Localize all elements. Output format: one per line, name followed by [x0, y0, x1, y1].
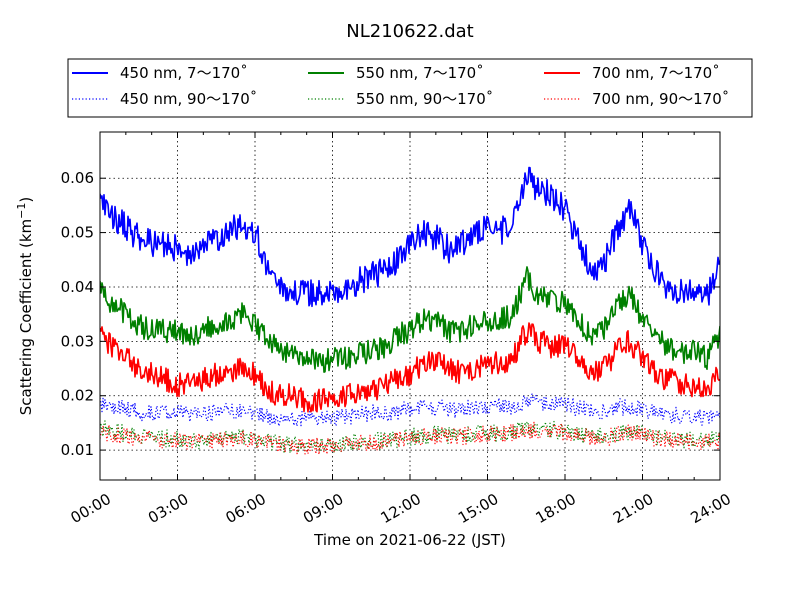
legend: 450 nm, 7～170˚ 450 nm, 90～170˚ 550 nm, 7～1… [67, 58, 753, 118]
y-tick-label: 0.05 [61, 224, 94, 242]
series-line [100, 322, 720, 413]
chart-title: NL210622.dat [346, 21, 473, 42]
plot-background [100, 132, 720, 480]
legend-label: 700 nm, 7～170˚ [592, 64, 720, 82]
y-axis-label-main: Scattering Coefficient (km [17, 219, 35, 415]
legend-label: 550 nm, 90～170˚ [356, 90, 493, 108]
x-axis-label: Time on 2021-06-22 (JST) [313, 531, 506, 549]
legend-label: 550 nm, 7～170˚ [356, 64, 484, 82]
y-tick-label: 0.01 [61, 441, 94, 459]
legend-box [67, 58, 753, 118]
y-tick-label: 0.04 [61, 278, 94, 296]
series-line [100, 420, 720, 454]
y-axis-label-superscript: −1 [15, 203, 28, 219]
legend-label: 700 nm, 90～170˚ [592, 90, 729, 108]
y-axis-label: Scattering Coefficient (km−1) [15, 197, 35, 416]
series-line [100, 166, 720, 308]
y-tick-label: 0.02 [61, 387, 94, 405]
legend-label: 450 nm, 7～170˚ [120, 64, 248, 82]
y-tick-label: 0.03 [61, 332, 94, 350]
series-layer [100, 166, 720, 455]
legend-label: 450 nm, 90～170˚ [120, 90, 257, 108]
series-line [100, 266, 720, 373]
y-axis-label-end: ) [17, 197, 35, 203]
y-tick-label: 0.06 [61, 169, 94, 187]
legend-items: 450 nm, 7～170˚ 450 nm, 90～170˚ 550 nm, 7～1… [72, 64, 729, 108]
